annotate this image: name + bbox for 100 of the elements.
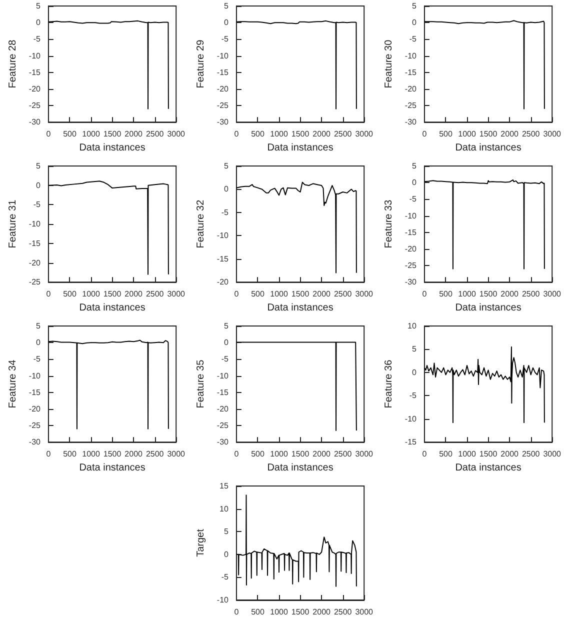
x-tick-label: 2500 xyxy=(334,290,352,299)
y-tick-label: -20 xyxy=(216,404,230,414)
x-axis-title: Data instances xyxy=(455,462,522,474)
x-axis-title: Data instances xyxy=(79,302,146,314)
x-axis-title: Data instances xyxy=(267,142,334,154)
x-tick-label: 2500 xyxy=(522,450,540,459)
y-tick-label: -10 xyxy=(28,220,42,229)
y-tick-label: 5 xyxy=(412,344,418,354)
y-tick-label: -15 xyxy=(216,68,230,77)
y-axis-title: Feature 29 xyxy=(196,39,206,88)
y-tick-label: -15 xyxy=(216,254,230,264)
x-axis-title: Data instances xyxy=(79,142,146,154)
y-tick-label: 15 xyxy=(220,482,230,490)
y-tick-label: -5 xyxy=(221,572,229,582)
x-tick-label: 1000 xyxy=(458,450,476,459)
y-tick-label: -15 xyxy=(28,238,42,248)
x-tick-label: 3000 xyxy=(543,450,562,459)
x-tick-label: 1000 xyxy=(82,450,100,459)
y-tick-label: 0 xyxy=(36,18,42,28)
y-tick-label: -25 xyxy=(28,421,42,430)
y-axis-title: Feature 28 xyxy=(8,39,18,88)
y-axis-title: Feature 34 xyxy=(8,359,18,408)
y-tick-label: -10 xyxy=(28,51,42,60)
x-tick-label: 2000 xyxy=(124,450,144,459)
y-tick-label: -20 xyxy=(216,278,230,287)
y-tick-label: 10 xyxy=(220,504,230,514)
x-tick-label: 3000 xyxy=(355,450,374,459)
x-tick-label: 3000 xyxy=(355,290,374,299)
y-tick-label: 5 xyxy=(412,2,418,10)
y-tick-label: -5 xyxy=(33,200,41,210)
x-tick-label: 3000 xyxy=(355,130,374,139)
y-tick-label: -5 xyxy=(409,391,417,400)
x-tick-label: 0 xyxy=(422,290,428,299)
x-tick-label: 0 xyxy=(234,290,240,299)
y-tick-label: -15 xyxy=(28,68,42,77)
x-tick-label: 2500 xyxy=(334,608,352,616)
y-axis-title: Feature 35 xyxy=(196,359,206,408)
y-tick-label: -10 xyxy=(216,51,230,60)
x-tick-label: 1000 xyxy=(270,290,288,299)
x-tick-label: 500 xyxy=(63,450,77,459)
x-tick-label: 2500 xyxy=(146,290,164,299)
x-tick-label: 1000 xyxy=(82,290,100,299)
y-tick-label: -15 xyxy=(404,438,418,447)
x-tick-label: 0 xyxy=(46,290,52,299)
line-series xyxy=(424,20,545,110)
x-tick-label: 2000 xyxy=(124,290,144,299)
x-tick-label: 1500 xyxy=(103,290,122,299)
x-tick-label: 0 xyxy=(234,450,240,459)
line-series xyxy=(424,346,545,424)
y-tick-label: 0 xyxy=(412,178,418,188)
y-axis-title: Feature 36 xyxy=(384,359,394,408)
x-tick-label: 2000 xyxy=(312,450,332,459)
y-axis-title: Feature 31 xyxy=(8,199,18,248)
y-tick-label: -5 xyxy=(221,354,229,364)
x-axis-title: Data instances xyxy=(267,302,334,314)
y-tick-label: -15 xyxy=(28,388,42,397)
y-tick-label: 5 xyxy=(412,162,418,170)
x-tick-label: 2500 xyxy=(522,130,540,139)
x-tick-label: 1500 xyxy=(291,608,310,616)
y-tick-label: -25 xyxy=(404,101,418,110)
y-tick-label: -10 xyxy=(216,231,230,240)
y-tick-label: -25 xyxy=(404,261,418,270)
x-tick-label: 2500 xyxy=(334,130,352,139)
y-tick-label: -25 xyxy=(216,421,230,430)
x-tick-label: 1000 xyxy=(270,450,288,459)
y-tick-label: -20 xyxy=(404,84,418,94)
x-tick-label: 500 xyxy=(63,290,77,299)
y-tick-label: 5 xyxy=(224,322,230,330)
y-tick-label: -5 xyxy=(409,34,417,44)
y-tick-label: -25 xyxy=(28,278,42,287)
x-tick-label: 1500 xyxy=(103,130,122,139)
y-tick-label: 0 xyxy=(224,18,230,28)
y-tick-label: -10 xyxy=(28,371,42,380)
x-tick-label: 500 xyxy=(439,290,453,299)
x-axis-title: Data instances xyxy=(79,462,146,474)
x-tick-label: 2500 xyxy=(146,450,164,459)
y-tick-label: -20 xyxy=(216,84,230,94)
y-axis-title: Target xyxy=(196,528,206,557)
x-tick-label: 500 xyxy=(251,130,265,139)
y-tick-label: 0 xyxy=(36,338,42,348)
x-tick-label: 1500 xyxy=(103,450,122,459)
x-tick-label: 500 xyxy=(251,450,265,459)
line-series xyxy=(48,340,169,430)
x-tick-label: 500 xyxy=(439,130,453,139)
y-tick-label: -25 xyxy=(28,101,42,110)
x-tick-label: 1000 xyxy=(458,130,476,139)
y-tick-label: -10 xyxy=(404,414,418,424)
x-tick-label: 0 xyxy=(234,608,240,616)
x-tick-label: 1500 xyxy=(291,130,310,139)
y-tick-label: -5 xyxy=(409,194,417,204)
x-tick-label: 3000 xyxy=(543,130,562,139)
y-tick-label: -15 xyxy=(404,68,418,77)
x-tick-label: 1500 xyxy=(479,450,498,459)
x-tick-label: 2000 xyxy=(312,130,332,139)
y-tick-label: -30 xyxy=(28,118,42,127)
y-tick-label: -30 xyxy=(404,278,418,287)
line-series xyxy=(236,182,357,274)
x-tick-label: 0 xyxy=(234,130,240,139)
x-tick-label: 2000 xyxy=(500,450,520,459)
y-tick-label: -5 xyxy=(33,34,41,44)
